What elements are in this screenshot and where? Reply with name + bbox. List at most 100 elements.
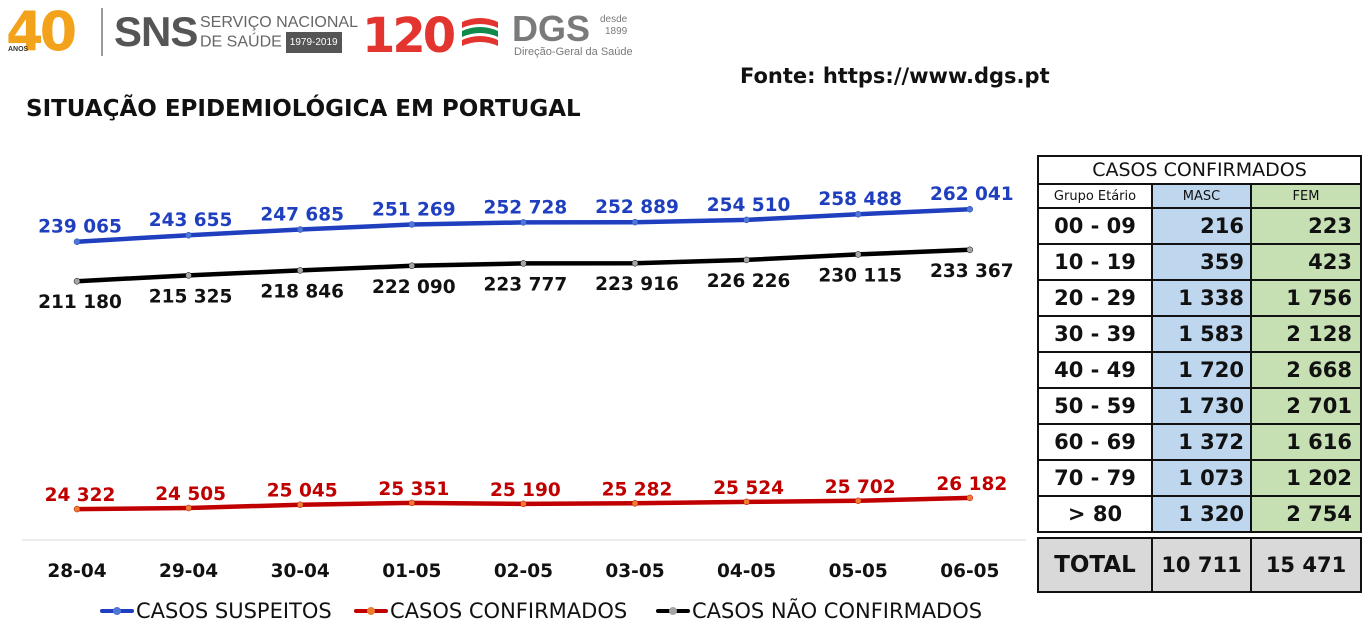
dgs-emblem-icon: [462, 18, 498, 46]
data-point: [185, 504, 192, 512]
masc-value: 1 073: [1151, 459, 1252, 497]
data-point: [631, 218, 639, 226]
masc-value: 1 720: [1151, 351, 1252, 389]
legend-swatch: [100, 607, 134, 615]
data-point: [631, 500, 639, 507]
dgs-brand: DGS: [512, 8, 591, 49]
sns-brand: SNS: [114, 8, 198, 55]
data-point: [73, 505, 81, 513]
data-label: 226 226: [707, 271, 791, 292]
data-label: 254 510: [707, 195, 791, 216]
sns-line1: SERVIÇO NACIONAL: [200, 14, 358, 31]
fem-value: 223: [1250, 207, 1362, 245]
age-group: 10 - 19: [1037, 243, 1153, 281]
data-label: 247 685: [260, 205, 344, 226]
data-point: [296, 267, 304, 274]
data-label: 233 367: [930, 261, 1014, 282]
fem-value: 2 754: [1250, 495, 1362, 533]
table-row: 30 - 39 1 583 2 128: [1037, 315, 1362, 353]
table-row: 60 - 69 1 372 1 616: [1037, 423, 1362, 461]
data-point: [73, 277, 81, 285]
data-point: [854, 251, 862, 258]
header-fem: FEM: [1250, 183, 1362, 209]
data-label: 251 269: [372, 199, 456, 220]
logo120-digits: 120: [362, 8, 456, 64]
sns-years: 1979-2019: [285, 32, 342, 53]
legend-suspeitos: CASOS SUSPEITOS: [100, 598, 332, 624]
legend-swatch: [656, 607, 690, 615]
dgs-120-logo: 120: [362, 8, 456, 64]
logo40-sub: ANOS: [8, 46, 29, 53]
data-label: 262 041: [930, 184, 1014, 205]
data-label: 218 846: [260, 281, 344, 302]
masc-value: 1 730: [1151, 387, 1252, 425]
age-group: 30 - 39: [1037, 315, 1153, 353]
legend-confirmados: CASOS CONFIRMADOS: [354, 598, 627, 624]
age-group: 00 - 09: [1037, 207, 1153, 245]
data-point: [296, 501, 304, 508]
header-masc: MASC: [1151, 183, 1252, 209]
fem-value: 1 756: [1250, 279, 1362, 317]
masc-value: 1 320: [1151, 495, 1252, 533]
page-title: SITUAÇÃO EPIDEMIOLÓGICA EM PORTUGAL: [26, 96, 581, 122]
data-label: 252 889: [595, 197, 679, 218]
age-group: 60 - 69: [1037, 423, 1153, 461]
dgs-name: Direção-Geral da Saúde: [514, 46, 633, 58]
table-row: 10 - 19 359 423: [1037, 243, 1362, 281]
data-label: 239 065: [38, 217, 122, 238]
table-caption: CASOS CONFIRMADOS: [1037, 155, 1362, 185]
dgs-desde: desde: [600, 14, 628, 25]
source-text: Fonte: https://www.dgs.pt: [740, 64, 1050, 88]
masc-value: 216: [1151, 207, 1252, 245]
data-label: 25 524: [713, 478, 784, 499]
total-fem: 15 471: [1250, 537, 1362, 593]
data-label: 252 728: [484, 197, 568, 218]
data-point: [854, 497, 862, 505]
legend-nao-confirmados: CASOS NÃO CONFIRMADOS: [656, 598, 982, 624]
masc-value: 359: [1151, 243, 1252, 281]
age-group: 70 - 79: [1037, 459, 1153, 497]
x-tick-label: 01-05: [382, 561, 441, 582]
table-row: 70 - 79 1 073 1 202: [1037, 459, 1362, 497]
data-point: [296, 226, 304, 233]
data-label: 230 115: [818, 265, 902, 286]
table-row: 40 - 49 1 720 2 668: [1037, 351, 1362, 389]
data-point: [743, 256, 750, 264]
masc-value: 1 583: [1151, 315, 1252, 353]
table-row: 50 - 59 1 730 2 701: [1037, 387, 1362, 425]
data-label: 25 282: [602, 479, 673, 500]
data-point: [408, 221, 416, 228]
sns-subtitle: SERVIÇO NACIONAL DE SAÚDE 1979-2019: [200, 13, 358, 53]
table-row: 20 - 29 1 338 1 756: [1037, 279, 1362, 317]
data-point: [743, 498, 750, 506]
x-tick-label: 29-04: [159, 561, 218, 582]
data-point: [185, 272, 192, 279]
data-point: [854, 210, 862, 218]
data-label: 215 325: [149, 286, 233, 307]
masc-value: 1 338: [1151, 279, 1252, 317]
fem-value: 1 202: [1250, 459, 1362, 497]
data-point: [408, 262, 416, 270]
legend-swatch: [354, 607, 388, 615]
table-row: 00 - 09 216 223: [1037, 207, 1362, 245]
x-tick-label: 30-04: [271, 561, 330, 582]
data-label: 25 702: [825, 477, 896, 498]
data-label: 223 916: [595, 274, 679, 295]
total-masc: 10 711: [1151, 537, 1252, 593]
data-label: 24 322: [45, 485, 116, 506]
data-point: [73, 238, 81, 245]
data-label: 211 180: [38, 292, 122, 313]
data-point: [185, 231, 192, 239]
sns-40-anos-logo: 40 ANOS: [6, 0, 94, 63]
x-tick-label: 02-05: [494, 561, 553, 582]
data-label: 25 190: [490, 480, 561, 501]
dgs-since: desde 1899: [600, 14, 627, 38]
data-point: [966, 205, 974, 213]
data-label: 24 505: [155, 484, 226, 505]
total-label: TOTAL: [1037, 537, 1153, 593]
data-point: [966, 494, 974, 502]
age-group: 20 - 29: [1037, 279, 1153, 317]
data-point: [520, 260, 527, 267]
fem-value: 2 668: [1250, 351, 1362, 389]
fem-value: 1 616: [1250, 423, 1362, 461]
